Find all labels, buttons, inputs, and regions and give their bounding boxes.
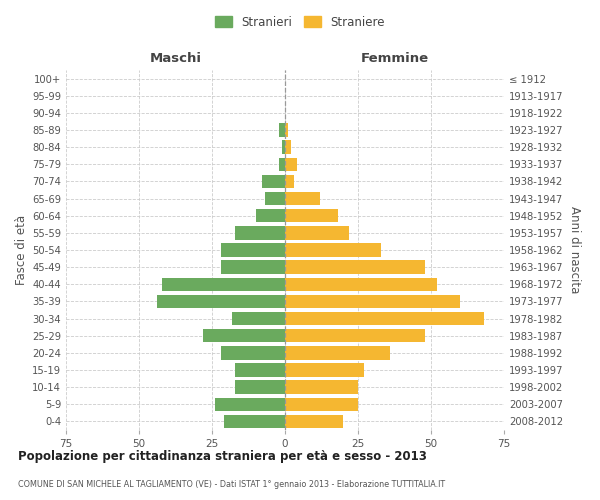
Y-axis label: Fasce di età: Fasce di età: [15, 215, 28, 285]
Bar: [285, 278, 437, 291]
Bar: [285, 329, 425, 342]
Bar: [285, 398, 358, 411]
Bar: [224, 414, 285, 428]
Bar: [285, 346, 390, 360]
Bar: [235, 226, 285, 239]
Bar: [221, 244, 285, 256]
Bar: [279, 124, 285, 136]
Bar: [285, 294, 460, 308]
Legend: Stranieri, Straniere: Stranieri, Straniere: [211, 11, 389, 34]
Bar: [285, 364, 364, 376]
Bar: [285, 226, 349, 239]
Bar: [282, 140, 285, 154]
Bar: [163, 278, 285, 291]
Bar: [235, 380, 285, 394]
Bar: [285, 209, 338, 222]
Bar: [285, 140, 291, 154]
Bar: [203, 329, 285, 342]
Bar: [285, 158, 296, 171]
Bar: [235, 364, 285, 376]
Bar: [256, 209, 285, 222]
Bar: [285, 124, 288, 136]
Text: Popolazione per cittadinanza straniera per età e sesso - 2013: Popolazione per cittadinanza straniera p…: [18, 450, 427, 463]
Bar: [285, 312, 484, 326]
Bar: [285, 192, 320, 205]
Bar: [262, 174, 285, 188]
Bar: [232, 312, 285, 326]
Y-axis label: Anni di nascita: Anni di nascita: [568, 206, 581, 294]
Bar: [265, 192, 285, 205]
Bar: [285, 414, 343, 428]
Text: Maschi: Maschi: [149, 52, 202, 65]
Bar: [221, 260, 285, 274]
Text: Femmine: Femmine: [361, 52, 428, 65]
Bar: [215, 398, 285, 411]
Bar: [285, 244, 382, 256]
Bar: [221, 346, 285, 360]
Bar: [157, 294, 285, 308]
Bar: [279, 158, 285, 171]
Bar: [285, 174, 294, 188]
Bar: [285, 380, 358, 394]
Bar: [285, 260, 425, 274]
Text: COMUNE DI SAN MICHELE AL TAGLIAMENTO (VE) - Dati ISTAT 1° gennaio 2013 - Elabora: COMUNE DI SAN MICHELE AL TAGLIAMENTO (VE…: [18, 480, 445, 489]
